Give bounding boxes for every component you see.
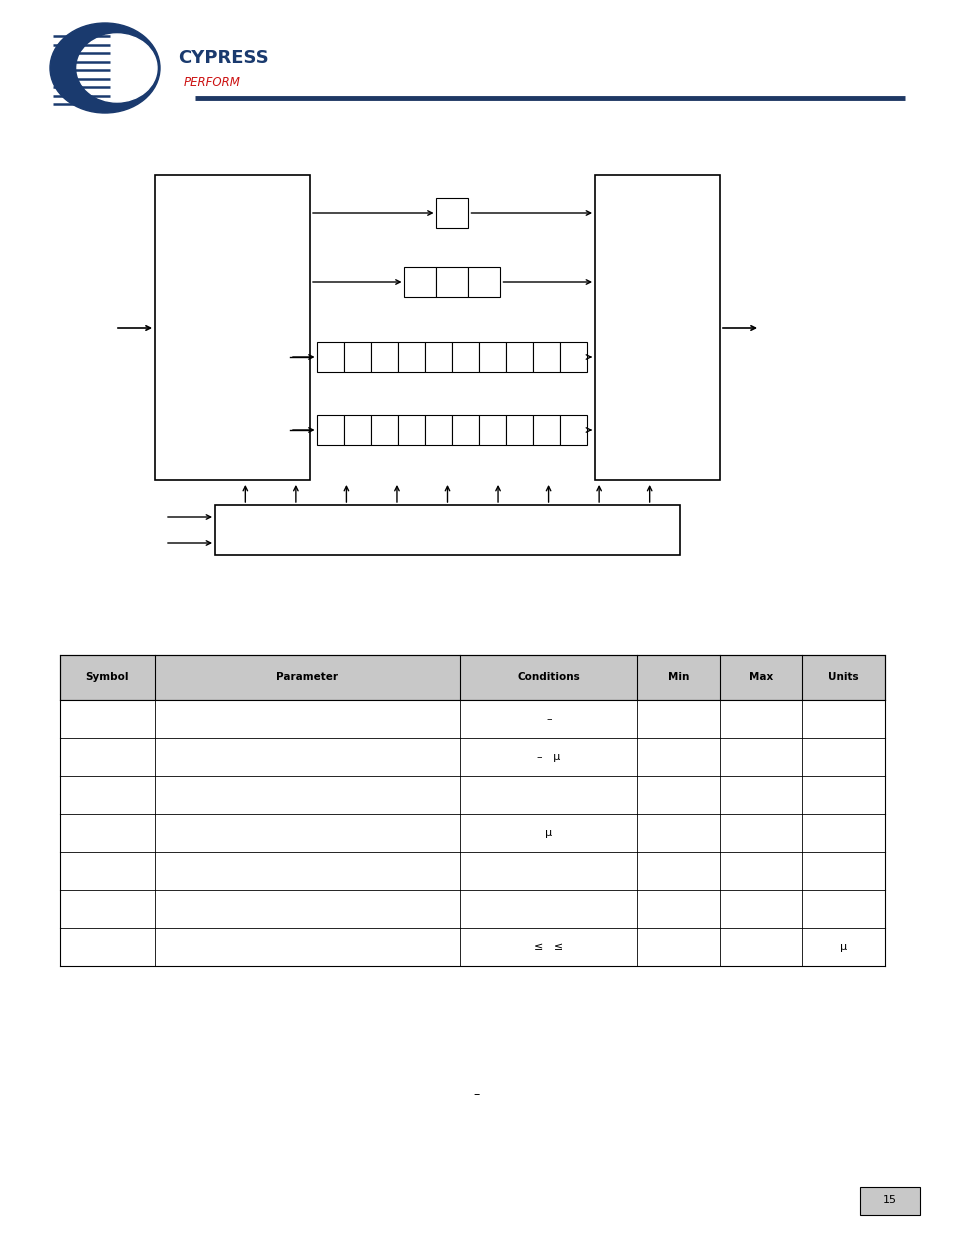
Bar [595,175,720,480]
Bar [317,342,344,372]
Bar [506,342,533,372]
Text: Max: Max [748,673,773,683]
Text: Units: Units [827,673,858,683]
Bar [398,342,425,372]
Bar [479,415,506,445]
Bar [60,700,884,739]
Bar [533,342,560,372]
Text: –   μ: – μ [537,752,559,762]
Bar [398,415,425,445]
Text: PERFORM: PERFORM [184,75,240,89]
Bar [452,342,479,372]
Bar [344,342,371,372]
Bar [317,415,344,445]
Bar [60,852,884,890]
Text: –: – [545,714,551,724]
Bar [60,890,884,927]
Bar [371,415,398,445]
Ellipse shape [77,35,157,103]
Bar [436,198,468,228]
Bar [425,342,452,372]
Text: Symbol: Symbol [86,673,129,683]
Text: μ: μ [545,827,552,839]
Bar [60,739,884,776]
Bar [479,342,506,372]
Bar [533,415,560,445]
Text: Min: Min [667,673,689,683]
Text: ≤   ≤: ≤ ≤ [534,942,563,952]
Bar [371,342,398,372]
Bar [60,927,884,966]
Text: CYPRESS: CYPRESS [178,49,269,67]
Text: Conditions: Conditions [517,673,579,683]
Bar [436,267,468,296]
Bar [560,342,587,372]
Bar [859,1187,919,1215]
Bar [344,415,371,445]
Bar [154,175,310,480]
Bar [468,267,500,296]
Text: Parameter: Parameter [276,673,338,683]
Bar [506,415,533,445]
Bar [60,655,884,700]
Bar [60,814,884,852]
Bar [404,267,436,296]
Bar [560,415,587,445]
Bar [60,776,884,814]
Text: –: – [474,1088,479,1102]
Ellipse shape [50,23,160,112]
Text: 15: 15 [882,1195,896,1205]
Bar [452,415,479,445]
Bar [214,505,679,555]
Text: μ: μ [840,942,846,952]
Bar [425,415,452,445]
